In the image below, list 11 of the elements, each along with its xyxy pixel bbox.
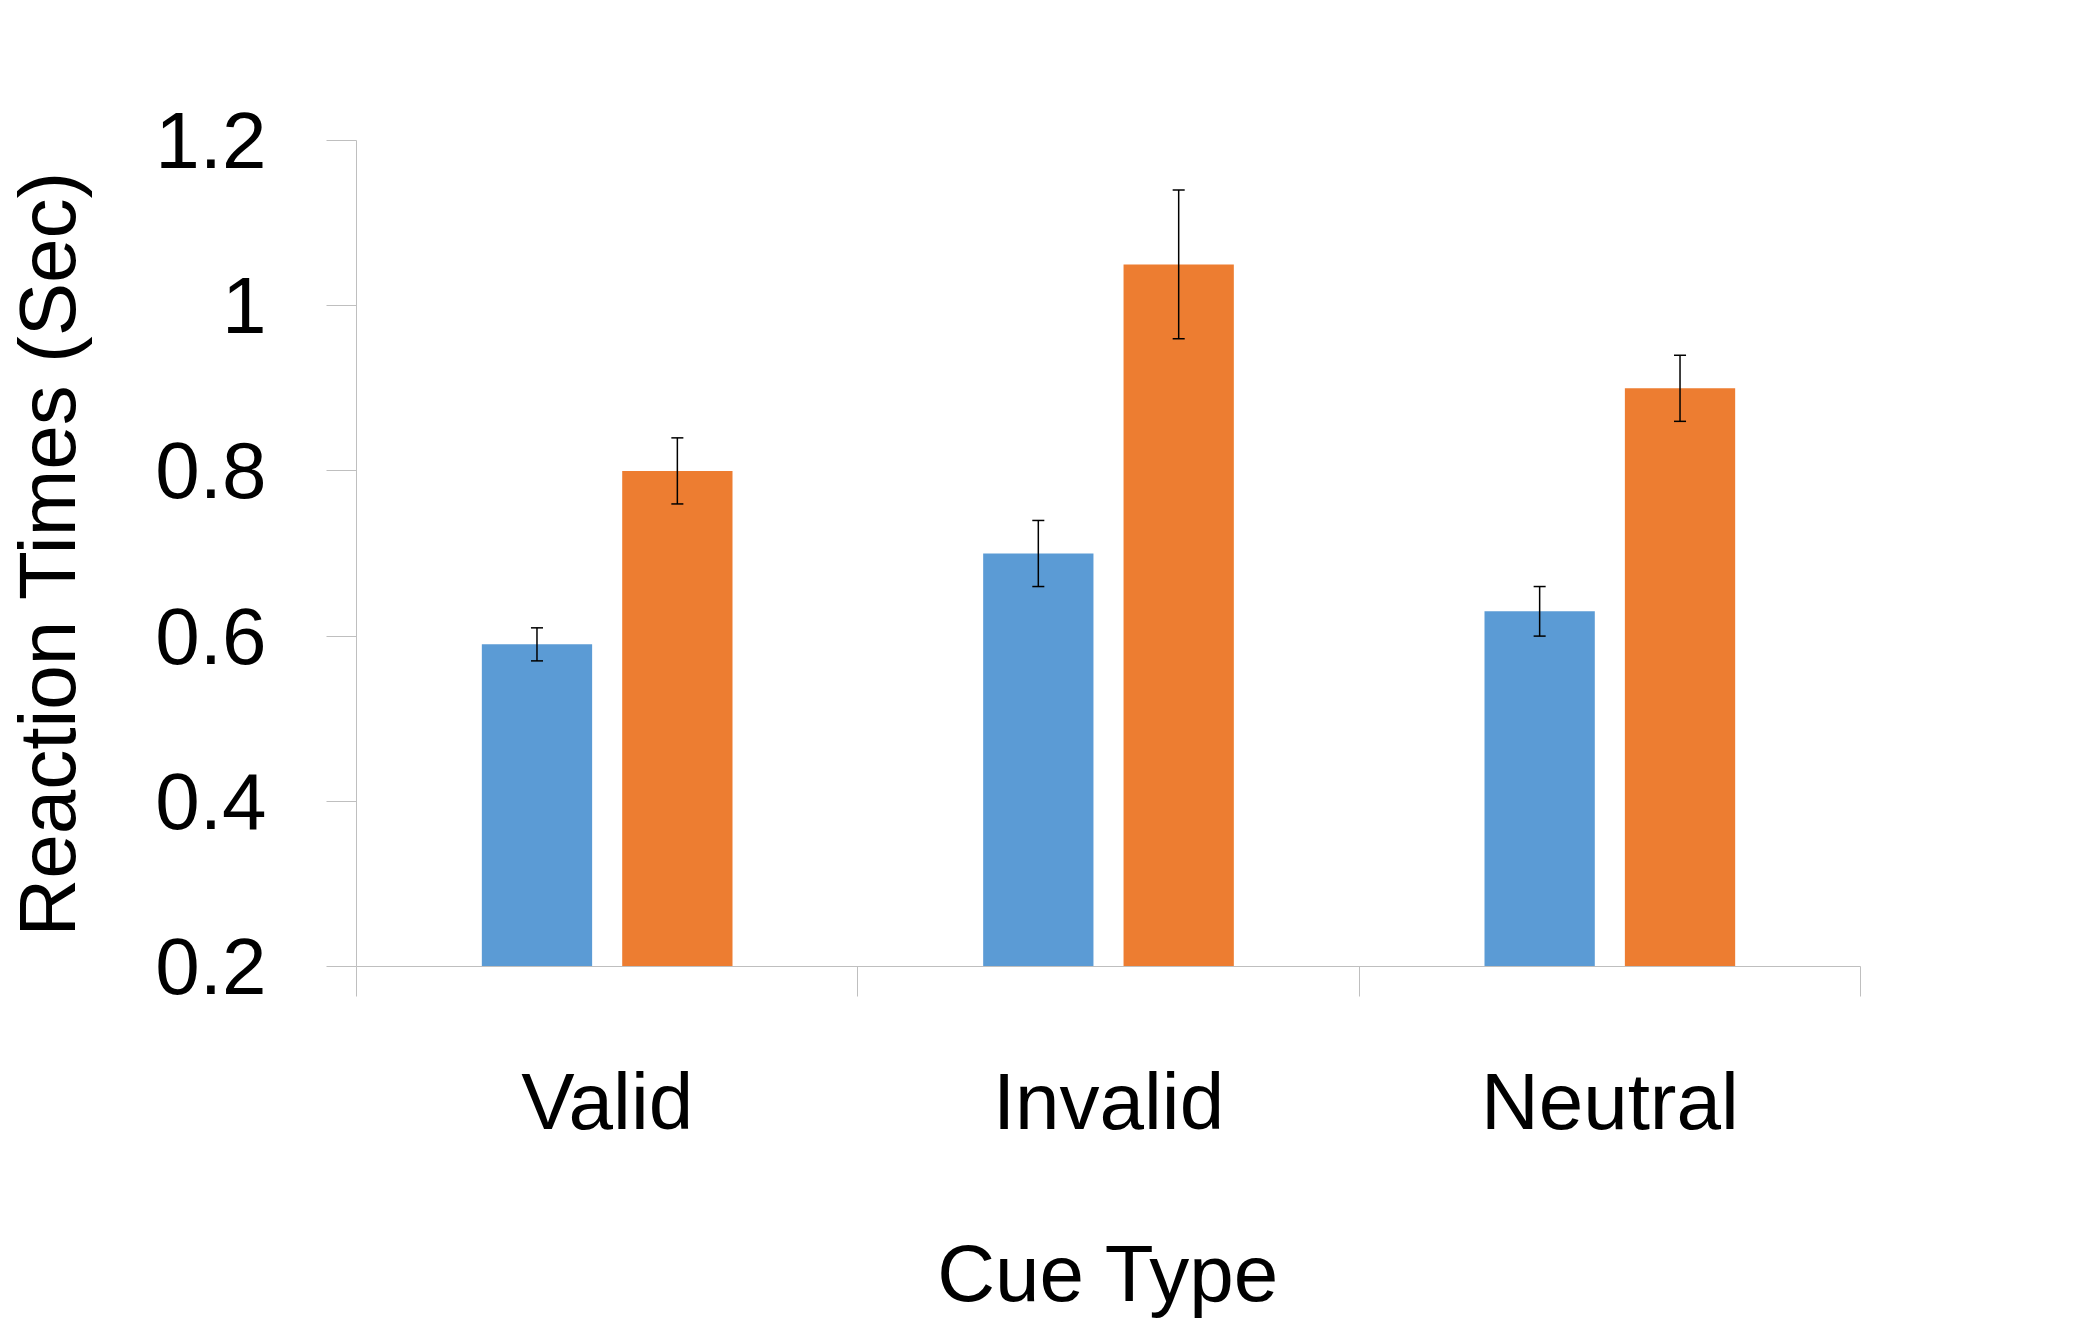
- y-tick-label: 0.2: [155, 922, 267, 1011]
- y-tick-label: 0.6: [155, 591, 267, 681]
- y-tick-label: 1.2: [155, 96, 267, 185]
- x-tick-label: Neutral: [1480, 1056, 1739, 1146]
- y-axis-title: Reaction Times (Sec): [3, 171, 93, 937]
- x-axis-title: Cue Type: [937, 1228, 1279, 1318]
- x-tick-label: Valid: [521, 1056, 694, 1146]
- y-tick-label: 0.4: [155, 756, 267, 846]
- y-tick-label: 1: [222, 261, 267, 351]
- x-tick-label: Invalid: [992, 1056, 1225, 1146]
- y-tick-label: 0.8: [155, 426, 267, 516]
